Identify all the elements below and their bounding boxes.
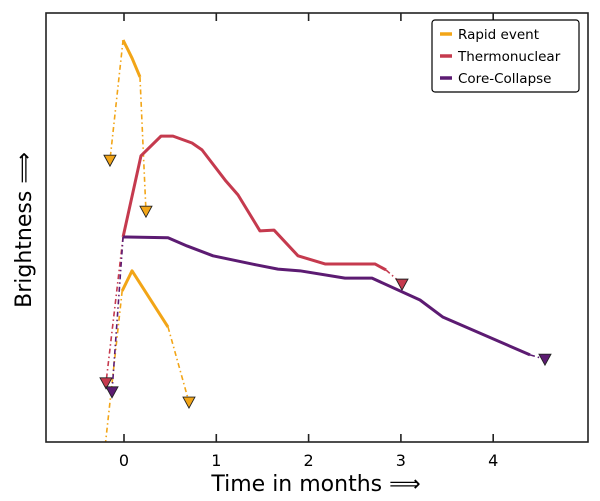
legend-label: Rapid event xyxy=(458,27,539,43)
series-layer xyxy=(99,39,552,442)
x-tick-label: 1 xyxy=(211,451,221,470)
series-line xyxy=(120,269,170,328)
upper-limit-marker xyxy=(105,386,119,399)
limit-link xyxy=(111,236,124,392)
plot-frame xyxy=(45,12,589,443)
legend-label: Thermonuclear xyxy=(457,49,561,65)
ticks: 0 1 2 3 4 xyxy=(119,13,498,470)
legend-box xyxy=(431,19,580,93)
axes-frame xyxy=(45,12,589,443)
series-line xyxy=(121,39,142,78)
x-tick-label: 2 xyxy=(304,451,314,470)
legend-item: Thermonuclear xyxy=(440,49,561,65)
limit-link xyxy=(167,326,190,403)
x-tick-label: 0 xyxy=(119,451,129,470)
limit-link xyxy=(104,290,123,442)
limit-link xyxy=(109,39,124,161)
legend: Rapid event Thermonuclear Core-Collapse xyxy=(431,19,580,93)
upper-limit-marker xyxy=(103,154,117,168)
series-line xyxy=(123,235,531,357)
legend-item: Core-Collapse xyxy=(440,71,552,87)
upper-limit-marker xyxy=(99,377,113,390)
x-tick-label: 3 xyxy=(396,451,406,470)
series-thermonuclear xyxy=(99,134,409,390)
upper-limit-marker xyxy=(395,278,409,292)
x-tick-label: 4 xyxy=(488,451,498,470)
upper-limit-marker xyxy=(538,353,552,367)
limit-link xyxy=(139,76,147,212)
x-axis-label: Time in months ⟹ xyxy=(210,472,420,497)
legend-item: Rapid event xyxy=(440,27,539,43)
limit-link xyxy=(385,269,403,285)
upper-limit-marker xyxy=(139,205,153,219)
series-core-collapse xyxy=(105,235,552,399)
legend-label: Core-Collapse xyxy=(458,71,552,87)
limit-link xyxy=(105,236,124,383)
series-line xyxy=(121,134,387,272)
upper-limit-marker xyxy=(182,396,196,410)
series-rapid-event xyxy=(103,39,196,442)
y-axis-label: Brightness ⟹ xyxy=(12,152,37,308)
